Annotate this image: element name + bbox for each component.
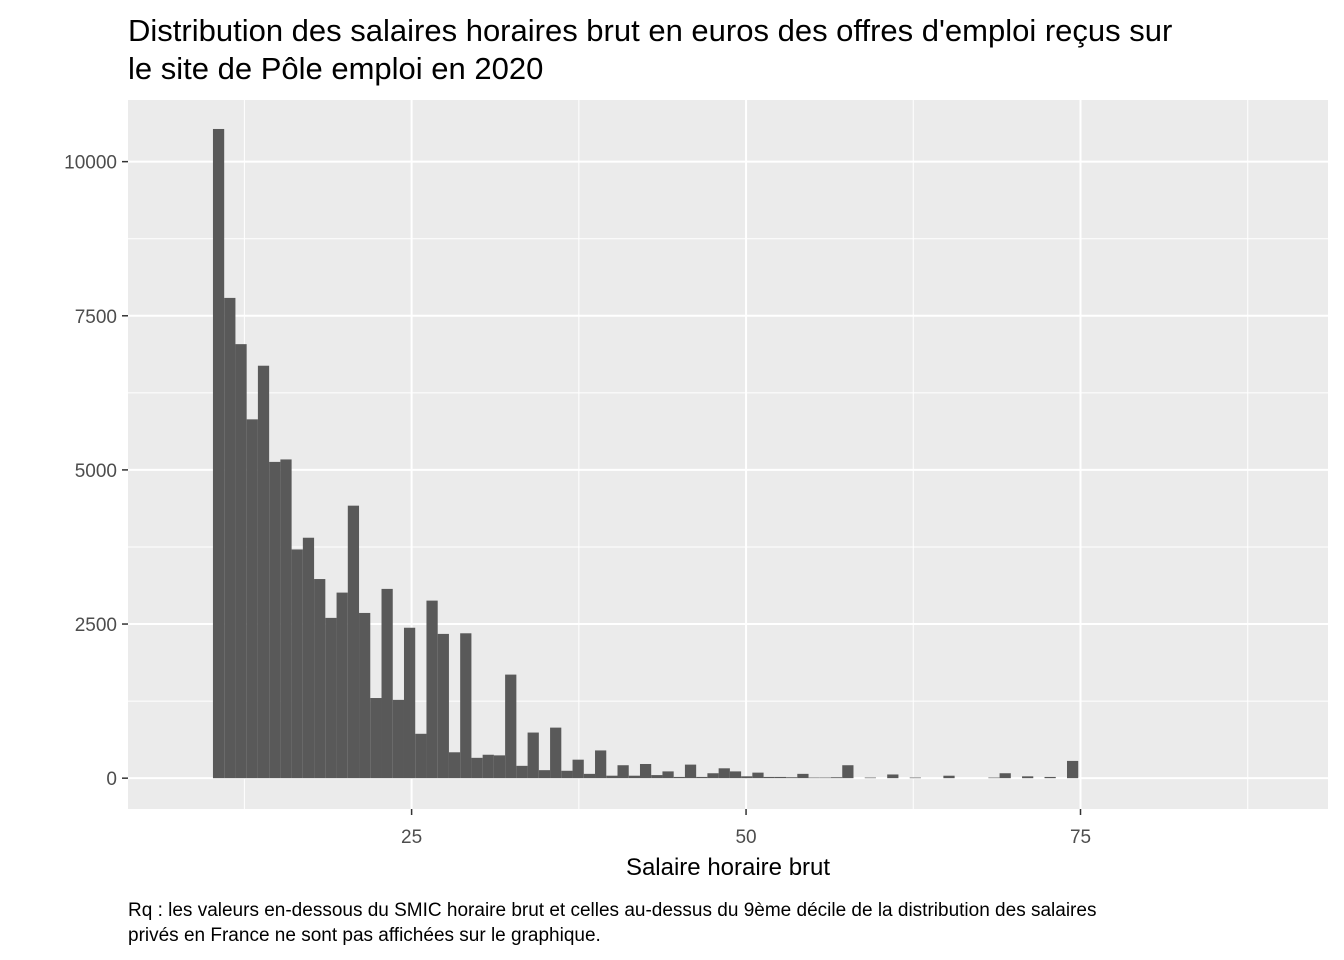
histogram-bar (741, 776, 753, 779)
x-axis-label: Salaire horaire brut (626, 854, 830, 881)
histogram-bar (381, 588, 393, 779)
histogram-bar (336, 592, 348, 779)
histogram-bar (212, 128, 225, 779)
x-tick-label: 25 (401, 827, 422, 848)
histogram-bar (257, 365, 270, 779)
grid-major (128, 100, 1328, 809)
histogram-bar (763, 776, 775, 779)
histogram-bar (774, 776, 787, 779)
chart-title-line-1: Distribution des salaires horaires brut … (128, 13, 1172, 48)
histogram-bar (359, 612, 371, 779)
histogram-bar (606, 775, 618, 779)
histogram-bar (752, 772, 764, 779)
histogram-bar (426, 600, 438, 779)
histogram-bar (583, 773, 596, 779)
histogram-bar (999, 773, 1011, 779)
chart-title: Distribution des salaires horaires brut … (128, 13, 1172, 86)
x-tick-label: 75 (1070, 827, 1091, 848)
histogram-bar (415, 733, 427, 779)
histogram-bar (639, 763, 652, 779)
caption-line-2: privés en France ne sont pas affichées s… (128, 925, 601, 946)
histogram-bar (617, 765, 629, 779)
histogram-bar (314, 579, 326, 779)
histogram-bar (325, 617, 337, 779)
histogram-bar (550, 727, 562, 779)
histogram-bar (516, 765, 528, 779)
histogram-bar (302, 537, 315, 779)
histogram-bar (864, 777, 876, 779)
histogram-bar (595, 750, 607, 779)
histogram-bar (482, 754, 494, 779)
y-axis: 0 2500 5000 7500 10000 (64, 153, 128, 790)
histogram-bar (1044, 776, 1056, 779)
histogram-bar (437, 633, 449, 779)
histogram-bar (460, 633, 472, 779)
histogram-bar (527, 732, 539, 779)
histogram-bar (662, 771, 674, 779)
y-tick-label: 0 (106, 769, 117, 790)
histogram-bar (696, 776, 708, 779)
chart-caption: Rq : les valeurs en-dessous du SMIC hora… (128, 900, 1096, 946)
histogram-bar (538, 770, 551, 779)
histogram-bar (561, 770, 573, 779)
histogram-bar (988, 777, 1000, 779)
histogram-bar (392, 699, 404, 779)
histogram-bar (718, 768, 730, 779)
histogram-bar (819, 777, 832, 779)
histogram-bar (291, 549, 303, 779)
histogram-bar (572, 759, 584, 779)
y-tick-label: 10000 (64, 153, 117, 174)
histogram-bar (729, 771, 742, 779)
x-axis: 25 50 75 (401, 809, 1091, 848)
histogram-bar (887, 774, 899, 779)
histogram-bar (1022, 776, 1034, 779)
grid-minor (128, 100, 1328, 809)
histogram-bar (707, 773, 719, 779)
y-tick-label: 2500 (75, 615, 117, 636)
histogram-bar (246, 419, 258, 779)
histogram-bar (370, 698, 382, 779)
histogram-bar (797, 773, 809, 779)
histogram-bar (808, 777, 820, 779)
histogram-bar (471, 757, 483, 779)
histogram-bar (842, 765, 854, 779)
histogram-bar (1066, 760, 1079, 779)
histogram-bar (909, 777, 921, 779)
chart-title-line-2: le site de Pôle emploi en 2020 (128, 51, 543, 86)
histogram-bar (831, 777, 843, 779)
histogram-bar (224, 297, 236, 779)
caption-line-1: Rq : les valeurs en-dessous du SMIC hora… (128, 900, 1096, 921)
histogram-bar (448, 752, 461, 779)
histogram-bars (212, 128, 1079, 779)
histogram-bar (505, 674, 517, 779)
histogram-bar (280, 459, 292, 779)
histogram-bar (493, 755, 506, 779)
histogram-bar (651, 775, 663, 779)
x-tick-label: 50 (735, 827, 756, 848)
histogram-bar (628, 775, 640, 779)
histogram-bar (684, 764, 697, 779)
histogram-bar (673, 776, 685, 779)
histogram-bar (269, 461, 281, 779)
histogram-bar (403, 627, 416, 779)
histogram-bar (943, 775, 955, 779)
histogram-bar (786, 777, 798, 779)
histogram-bar (347, 505, 360, 779)
y-tick-label: 7500 (75, 307, 117, 328)
y-tick-label: 5000 (75, 461, 117, 482)
histogram-bar (235, 344, 247, 779)
